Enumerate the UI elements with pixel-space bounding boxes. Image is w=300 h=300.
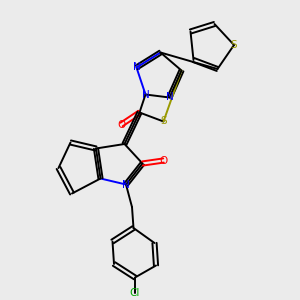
Text: O: O <box>117 119 126 130</box>
Text: S: S <box>160 116 167 127</box>
Text: S: S <box>231 40 237 50</box>
Text: O: O <box>159 155 168 166</box>
Text: Cl: Cl <box>130 287 140 298</box>
Text: N: N <box>133 62 140 73</box>
Text: N: N <box>142 89 149 100</box>
Text: N: N <box>166 92 173 103</box>
Text: N: N <box>122 179 130 190</box>
